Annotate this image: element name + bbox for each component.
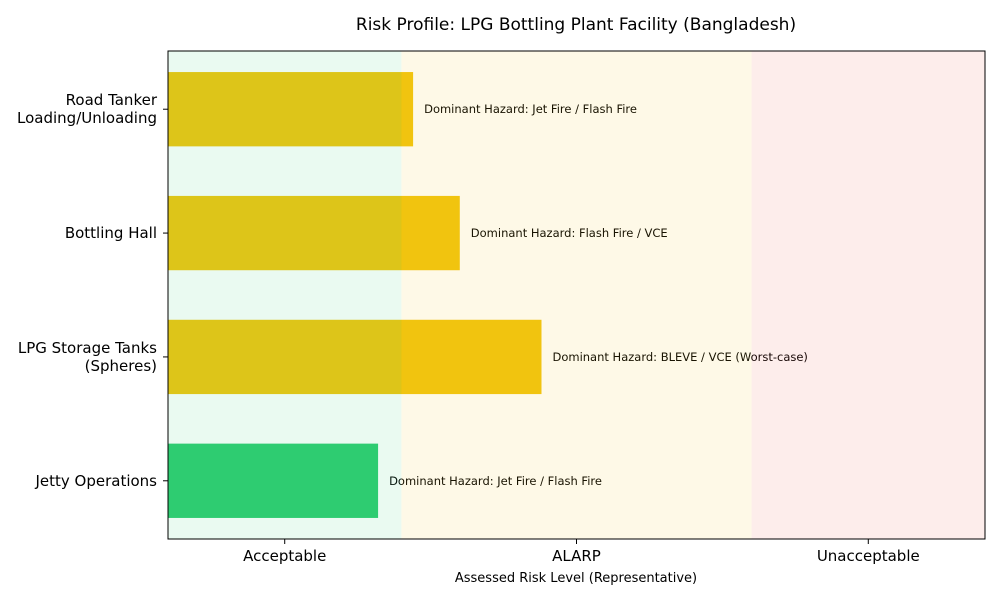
risk-zone <box>168 51 402 539</box>
bar <box>168 319 542 395</box>
chart-title: Risk Profile: LPG Bottling Plant Facilit… <box>356 15 796 35</box>
bar-annotation: Dominant Hazard: Jet Fire / Flash Fire <box>389 474 602 488</box>
x-axis-label: Assessed Risk Level (Representative) <box>455 571 697 586</box>
plot-frame <box>167 50 986 540</box>
y-tick-label: LPG Storage Tanks (Spheres) <box>18 339 157 375</box>
x-tick-label: Acceptable <box>243 547 326 565</box>
y-tick-label: Bottling Hall <box>65 224 157 242</box>
bar-annotation: Dominant Hazard: BLEVE / VCE (Worst-case… <box>552 350 807 364</box>
risk-zone <box>401 51 752 539</box>
x-tick-label: Unacceptable <box>817 547 920 565</box>
bar <box>168 195 460 271</box>
y-tick-label: Jetty Operations <box>34 472 157 490</box>
bar <box>168 72 414 147</box>
bar-annotation: Dominant Hazard: Flash Fire / VCE <box>471 226 668 240</box>
risk-zone <box>751 51 985 539</box>
y-tick-label: Road Tanker Loading/Unloading <box>17 91 158 127</box>
bar <box>168 443 379 518</box>
bar-annotation: Dominant Hazard: Jet Fire / Flash Fire <box>424 102 637 116</box>
x-tick-label: ALARP <box>552 547 601 565</box>
